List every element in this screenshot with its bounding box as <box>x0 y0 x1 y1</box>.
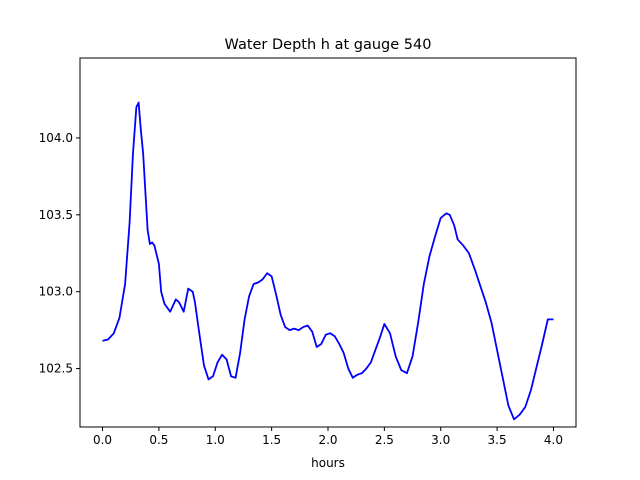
y-tick-label: 103.5 <box>39 208 73 222</box>
y-tick-label: 102.5 <box>39 362 73 376</box>
x-tick-label: 0.0 <box>93 433 112 447</box>
x-tick-label: 2.5 <box>375 433 394 447</box>
x-tick-label: 1.0 <box>206 433 225 447</box>
x-tick-label: 3.5 <box>488 433 507 447</box>
y-axis: 102.5 103.0 103.5 104.0 <box>39 131 80 376</box>
x-axis-label: hours <box>311 456 345 470</box>
x-tick-label: 0.5 <box>149 433 168 447</box>
x-tick-label: 4.0 <box>544 433 563 447</box>
x-axis: 0.0 0.5 1.0 1.5 2.0 2.5 3.0 3.5 4.0 <box>93 427 563 447</box>
x-tick-label: 3.0 <box>431 433 450 447</box>
x-tick-label: 1.5 <box>262 433 281 447</box>
y-tick-label: 103.0 <box>39 285 73 299</box>
plot-area <box>102 101 554 421</box>
series-line <box>102 101 554 421</box>
chart-title: Water Depth h at gauge 540 <box>225 37 432 53</box>
y-tick-label: 104.0 <box>39 131 73 145</box>
x-tick-label: 2.0 <box>318 433 337 447</box>
